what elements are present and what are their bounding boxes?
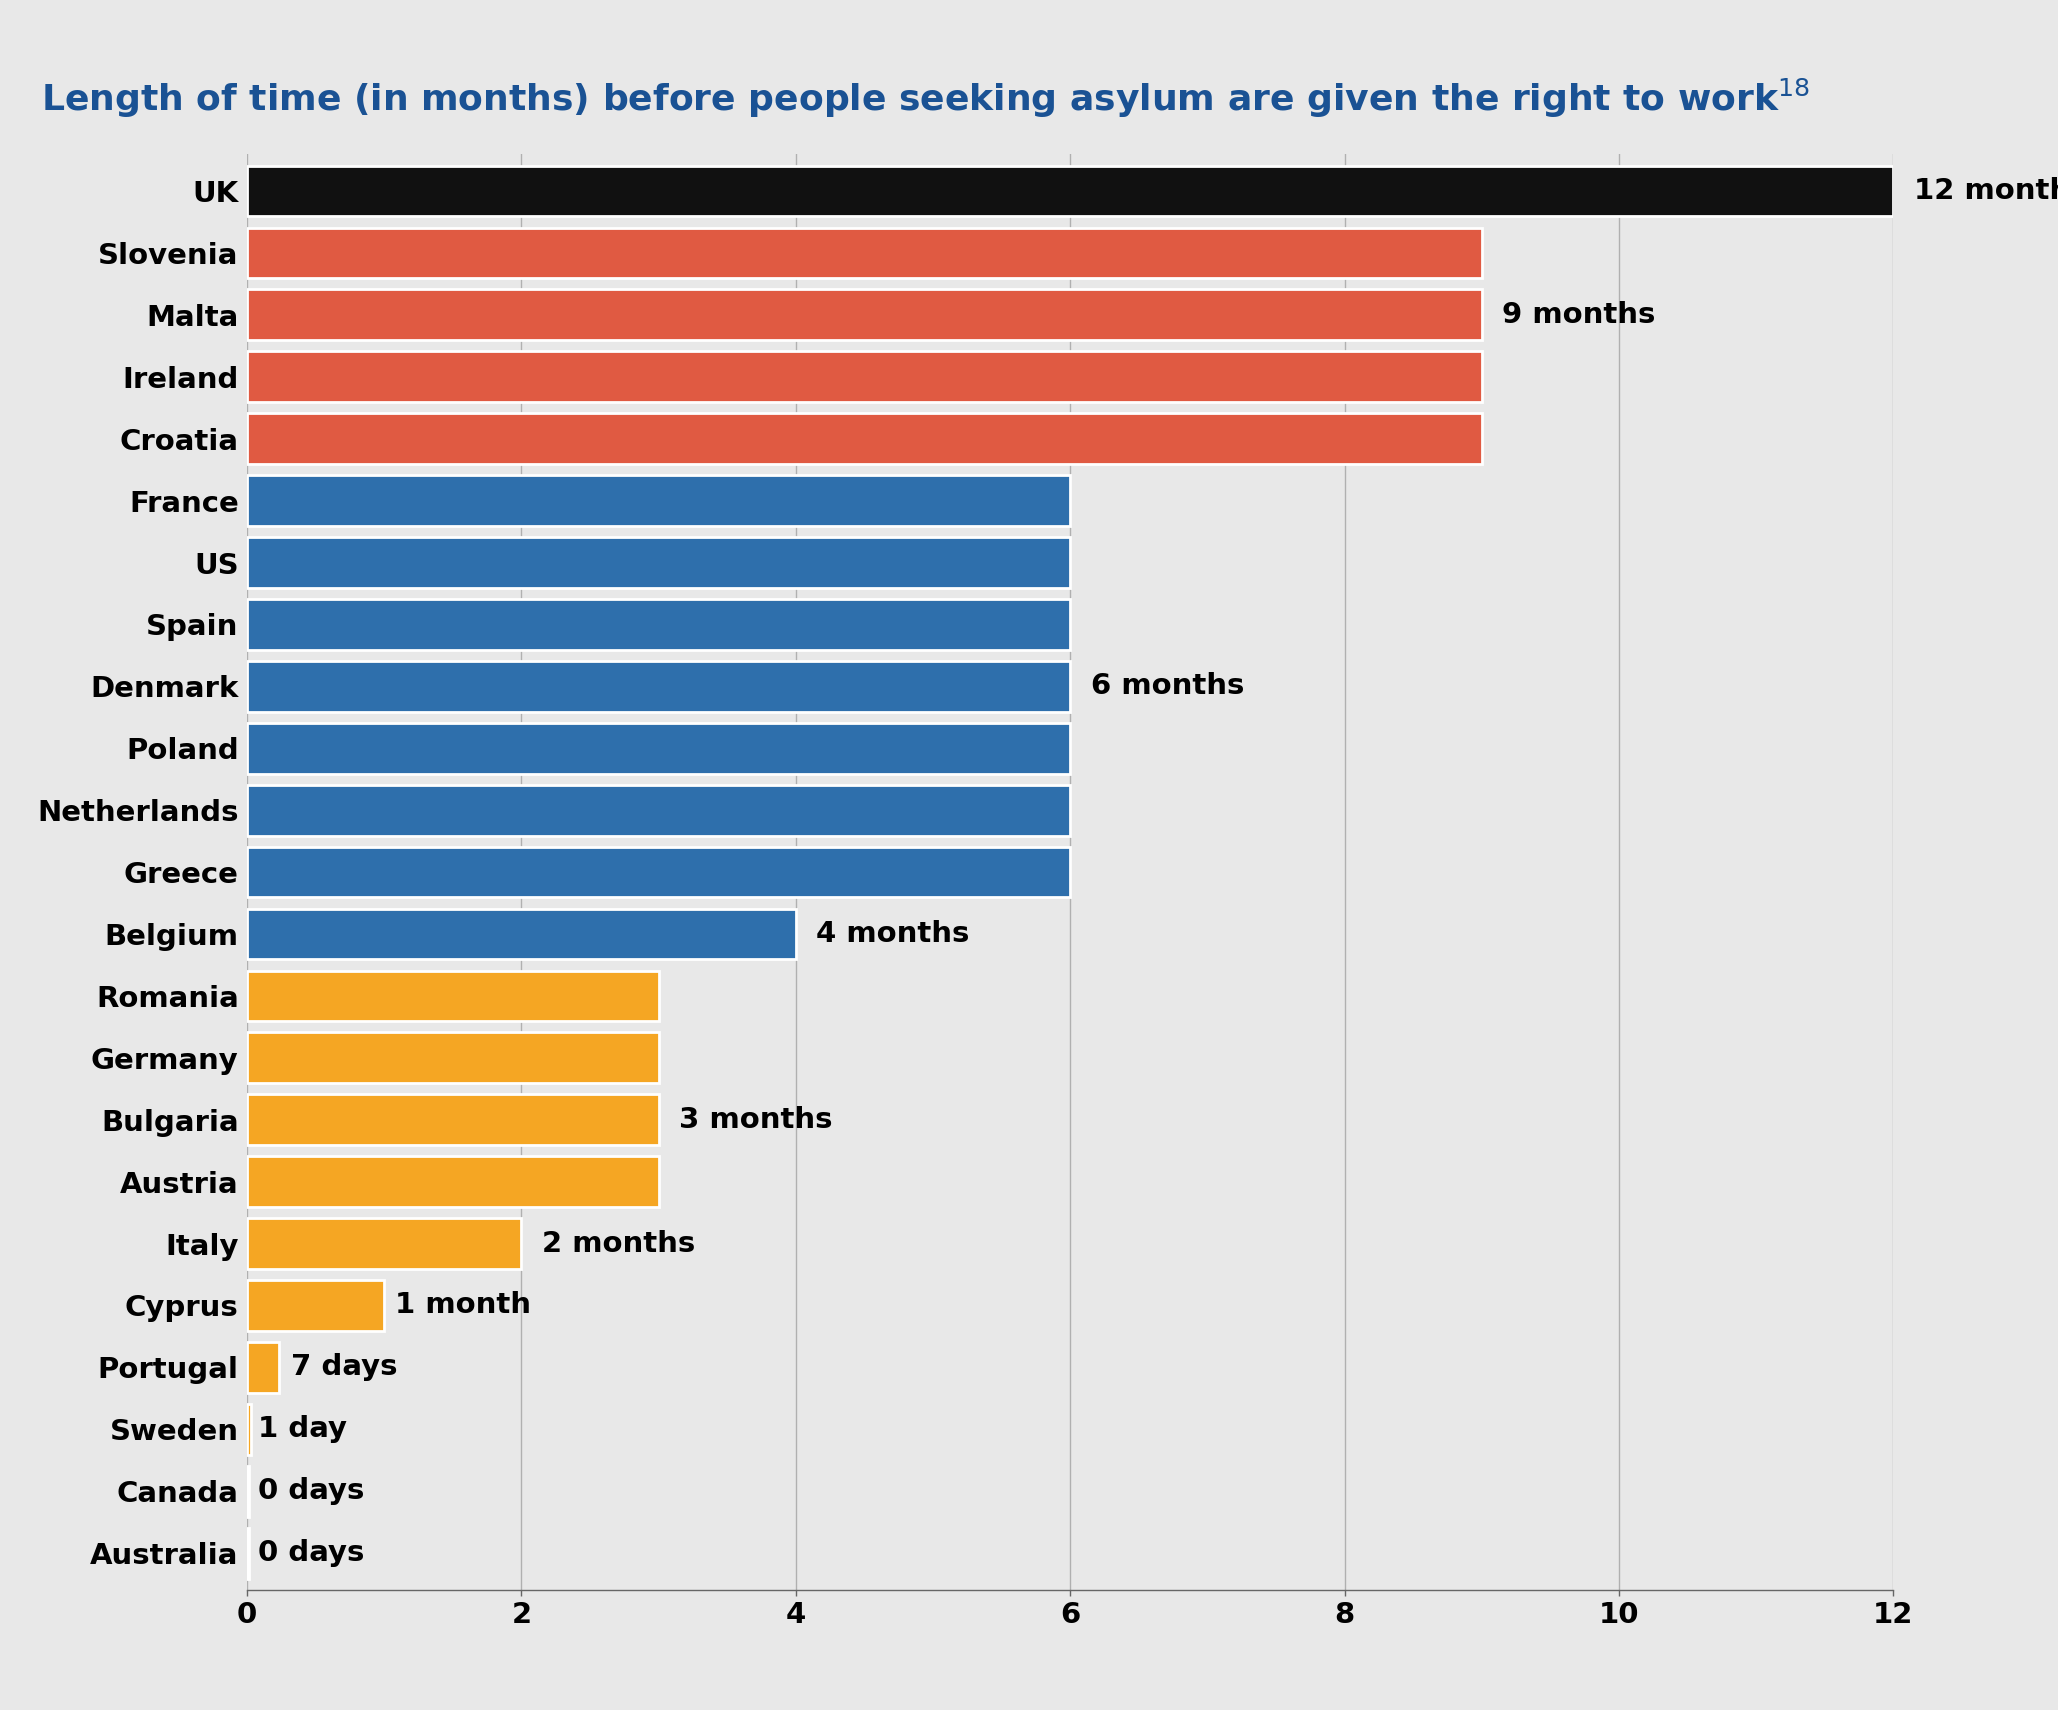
Bar: [247, 598, 1070, 650]
Bar: [247, 1465, 249, 1517]
Bar: [247, 971, 659, 1021]
Text: 1 month: 1 month: [395, 1291, 531, 1320]
Text: 4 months: 4 months: [817, 920, 969, 947]
Text: Length of time (in months) before people seeking asylum are given the right to w: Length of time (in months) before people…: [41, 77, 1811, 120]
Bar: [247, 352, 1482, 402]
Text: 9 months: 9 months: [1502, 301, 1657, 328]
Bar: [247, 908, 796, 959]
Bar: [247, 1094, 659, 1146]
Bar: [247, 1527, 249, 1578]
Bar: [247, 475, 1070, 527]
Bar: [247, 846, 1070, 898]
Bar: [247, 537, 1070, 588]
Text: 7 days: 7 days: [290, 1353, 397, 1382]
Bar: [247, 723, 1070, 773]
Bar: [247, 662, 1070, 711]
Bar: [247, 1156, 659, 1207]
Text: 3 months: 3 months: [679, 1106, 833, 1134]
Text: 0 days: 0 days: [257, 1477, 364, 1505]
Bar: [247, 1342, 278, 1394]
Bar: [247, 227, 1482, 279]
Bar: [247, 1404, 251, 1455]
Bar: [247, 289, 1482, 340]
Text: 0 days: 0 days: [257, 1539, 364, 1566]
Text: 12 months: 12 months: [1914, 178, 2058, 205]
Bar: [247, 1281, 385, 1330]
Bar: [247, 166, 1893, 217]
Text: 1 day: 1 day: [257, 1416, 348, 1443]
Text: 2 months: 2 months: [541, 1229, 696, 1257]
Text: 6 months: 6 months: [1091, 672, 1245, 701]
Bar: [247, 1218, 521, 1269]
Bar: [247, 1033, 659, 1082]
Bar: [247, 785, 1070, 836]
Bar: [247, 414, 1482, 463]
